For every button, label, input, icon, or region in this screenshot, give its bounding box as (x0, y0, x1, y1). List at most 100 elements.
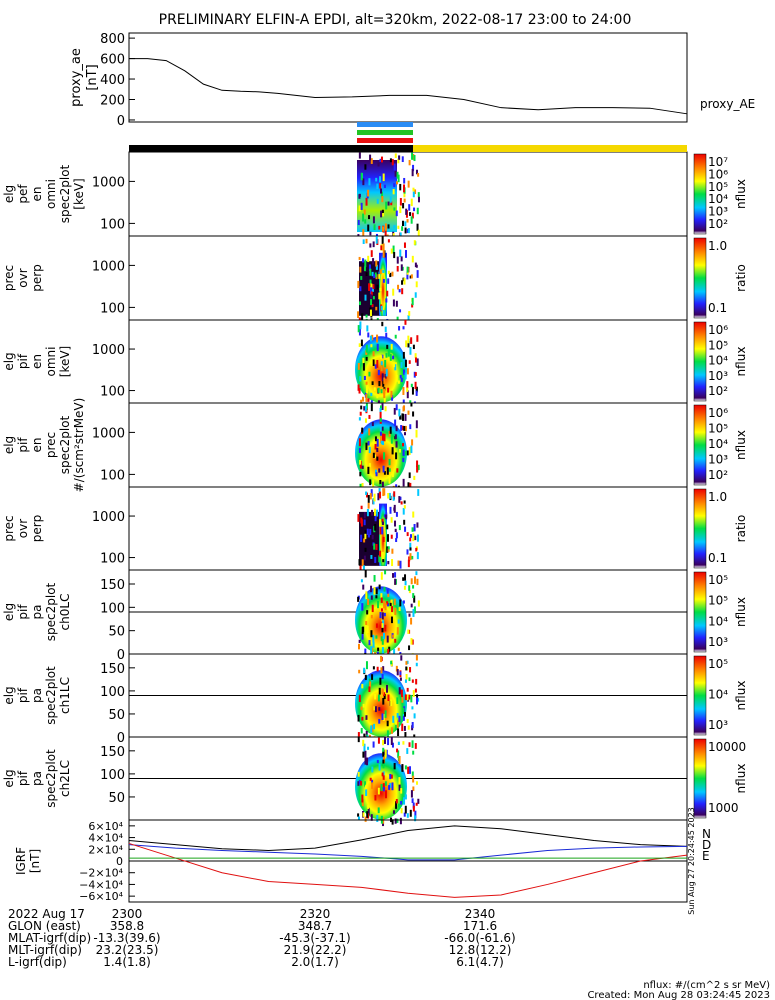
pixel (364, 785, 367, 790)
pixel (383, 377, 386, 384)
pixel (412, 690, 415, 698)
pixel (386, 344, 389, 349)
pixel (370, 725, 373, 733)
pixel (387, 593, 390, 598)
pixel (379, 612, 382, 619)
ytick-label: 150 (100, 745, 125, 760)
pixel (402, 707, 405, 714)
pixel (379, 176, 382, 183)
ylabel: en (30, 354, 44, 369)
pixel (367, 675, 370, 681)
pixel (359, 266, 362, 273)
pixel (391, 606, 394, 613)
pixel (370, 403, 373, 412)
pixel (384, 754, 387, 759)
pixel (399, 560, 402, 569)
pixel (393, 163, 396, 171)
pixel (417, 464, 420, 470)
pixel (415, 169, 418, 175)
pixel (380, 440, 383, 445)
ylabel-group: prec ovr perp (2, 515, 44, 543)
pixel (396, 818, 399, 823)
pixel (380, 355, 383, 360)
pixel (397, 728, 400, 737)
pixel (410, 603, 413, 608)
pixel (364, 164, 367, 170)
ylabel: en (30, 187, 44, 202)
pixel (381, 674, 384, 680)
pixel (379, 677, 382, 685)
pixel (366, 508, 369, 517)
pixel (367, 805, 370, 809)
pixel (395, 511, 398, 517)
pixel (378, 274, 381, 279)
pixel (397, 158, 400, 164)
pixel (368, 283, 371, 291)
footer-value: 2300 (112, 907, 143, 921)
pixel (370, 291, 373, 296)
pixel (411, 439, 414, 446)
pixel (402, 449, 405, 456)
pixel (399, 374, 402, 379)
pixel (364, 530, 367, 535)
pixel (395, 532, 398, 539)
pixel (381, 551, 384, 559)
pixel (402, 508, 405, 515)
ytick-label: 100 (100, 217, 125, 232)
pixel (375, 260, 378, 267)
pixel (414, 743, 417, 749)
pixel (379, 287, 382, 291)
pixel (416, 335, 419, 342)
colorbar-tick: 10⁴ (708, 614, 728, 628)
ylabel-line: pif (16, 437, 30, 453)
pixel (372, 497, 375, 505)
pixel (373, 543, 376, 550)
pixel (386, 467, 389, 475)
pixel (403, 177, 406, 184)
pixel (373, 586, 376, 595)
pixel (397, 803, 400, 808)
pixel (411, 798, 414, 804)
pixel (365, 350, 368, 355)
pixel (379, 158, 382, 163)
pixel (363, 406, 366, 411)
pixel (362, 213, 365, 222)
pixel (376, 509, 379, 517)
pixel (364, 816, 367, 822)
pixel (407, 228, 410, 234)
pixel (412, 191, 415, 198)
pixel (408, 447, 411, 455)
pixel (380, 636, 383, 642)
pixel (406, 719, 409, 723)
pixel (406, 219, 409, 223)
series-line (128, 825, 688, 851)
ylabel: elg (2, 352, 16, 370)
ylabel-group: elg pif en prec spec2plot #/(scm²strMeV) (2, 398, 86, 493)
pixel (402, 387, 405, 395)
pixel (381, 481, 384, 487)
pixel (390, 727, 393, 734)
pixel (363, 511, 366, 519)
pixel (409, 547, 412, 551)
pixel (382, 379, 385, 387)
pixel (407, 340, 410, 348)
pixel (372, 666, 375, 670)
pixel (407, 629, 410, 634)
pixel (373, 224, 376, 231)
pixel (381, 526, 384, 535)
pixel (403, 725, 406, 731)
colorbar-tick: 0.1 (708, 551, 727, 565)
pixel (377, 493, 380, 501)
colorbar-label: nflux (734, 681, 748, 711)
pixel (412, 344, 415, 350)
pixel (382, 278, 385, 283)
pixel (411, 303, 414, 308)
pixel (380, 389, 383, 394)
pixel (385, 332, 388, 338)
track-bar-red (357, 138, 413, 143)
created-note: Created: Mon Aug 28 03:24:45 2023 (587, 990, 770, 1000)
pixel (401, 425, 404, 431)
pixel (387, 737, 390, 746)
pixel (394, 572, 397, 578)
ylabel: pif (16, 353, 30, 369)
